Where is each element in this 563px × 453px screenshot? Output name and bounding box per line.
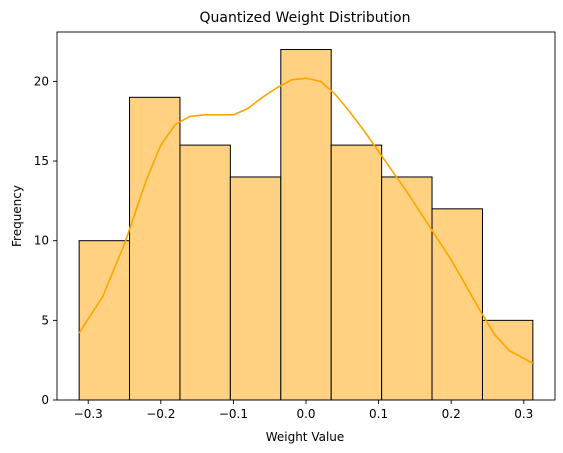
x-tick-label: 0.3: [514, 407, 533, 421]
chart-title: Quantized Weight Distribution: [200, 10, 411, 26]
histogram-bar-7: [381, 176, 433, 401]
histogram-bar-4: [229, 176, 282, 401]
x-ticks-group: −0.3 −0.2 −0.1 0.0 0.1 0.2 0.3: [74, 400, 533, 421]
y-tick-label: 0: [41, 393, 49, 407]
x-tick-label: 0.1: [369, 407, 388, 421]
x-tick-label: −0.2: [146, 407, 175, 421]
y-tick-label: 5: [41, 313, 49, 327]
histogram-bar-9: [481, 319, 534, 401]
y-tick-label: 15: [34, 154, 49, 168]
kde-group: [78, 77, 534, 365]
histogram-bar-3: [179, 144, 231, 401]
kde-line: [78, 77, 534, 365]
x-tick-label: −0.1: [219, 407, 248, 421]
x-axis-label: Weight Value: [266, 430, 345, 444]
x-tick-label: −0.3: [74, 407, 103, 421]
bars-group: [78, 49, 534, 401]
histogram-bar-2: [129, 96, 181, 401]
histogram-bar-8: [431, 208, 483, 401]
y-ticks-group: 0 5 10 15 20: [34, 74, 57, 407]
x-tick-label: 0.2: [442, 407, 461, 421]
histogram-bar-6: [330, 144, 383, 401]
histogram-bar-5: [280, 49, 332, 401]
x-tick-label: 0.0: [296, 407, 315, 421]
y-tick-label: 20: [34, 74, 49, 88]
y-axis-label: Frequency: [10, 185, 24, 247]
y-tick-label: 10: [34, 234, 49, 248]
